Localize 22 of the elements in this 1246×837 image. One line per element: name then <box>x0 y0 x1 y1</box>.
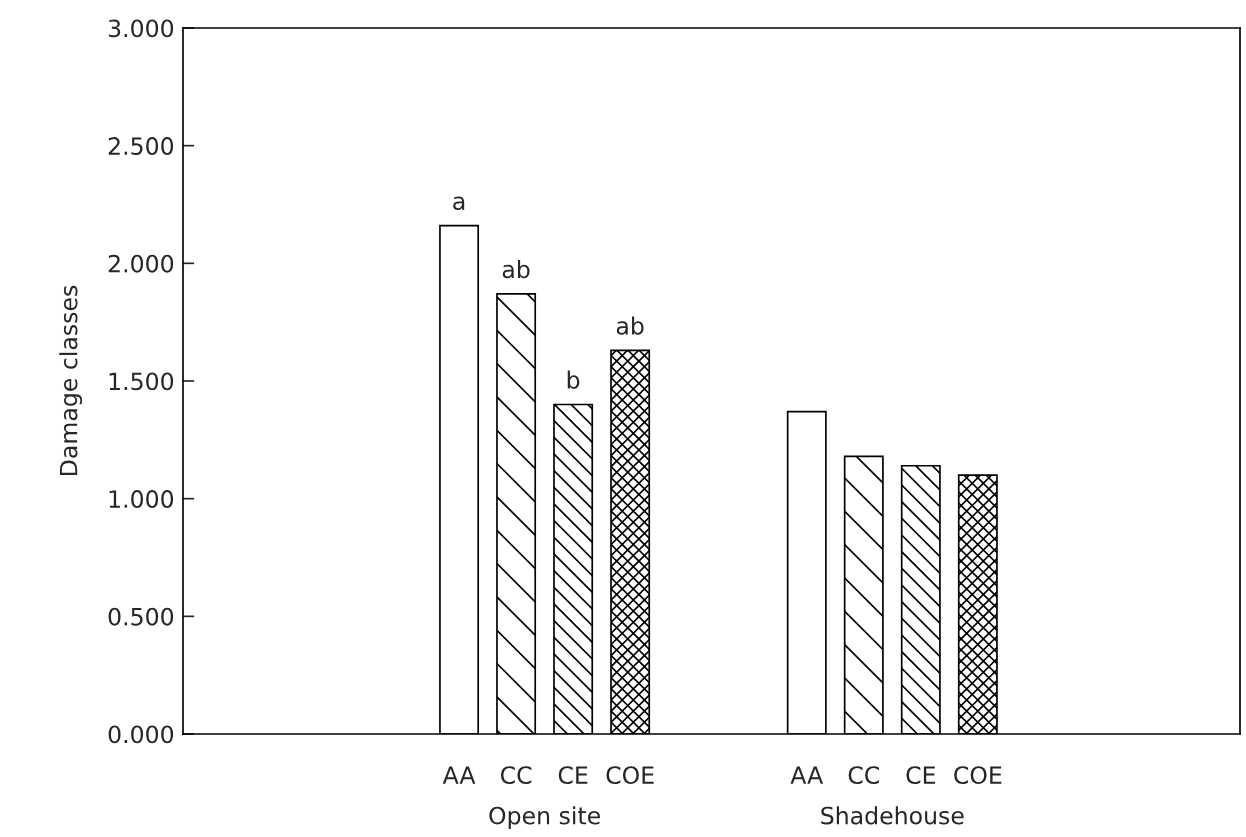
y-tick-label: 2.000 <box>108 254 174 273</box>
text: CE <box>906 766 935 785</box>
y-tick-label: 2.500 <box>108 137 174 155</box>
data-label: ab <box>502 259 530 279</box>
y-tick-label: 0.500 <box>108 607 174 626</box>
y-tick-label: 3.000 <box>108 19 174 38</box>
data-label: ab <box>616 316 644 335</box>
y-axis-title: Damage classes <box>59 285 83 475</box>
series-label: COE <box>606 766 654 785</box>
series-label: CC <box>500 766 532 785</box>
text: AA <box>790 766 824 784</box>
text: CC <box>848 766 879 785</box>
x-tick-label: Shadehouse <box>821 806 964 825</box>
data-label: a <box>453 196 465 210</box>
y-tick-label: 1.500 <box>109 372 174 391</box>
y-tick-label: 0.000 <box>108 725 174 744</box>
data-label: b <box>567 370 580 389</box>
series-label: AA <box>442 766 476 784</box>
text: COE <box>954 766 1002 785</box>
y-tick-label: 1.000 <box>109 490 174 508</box>
series-label: CE <box>558 766 588 785</box>
x-tick-label: Open site <box>489 806 600 830</box>
